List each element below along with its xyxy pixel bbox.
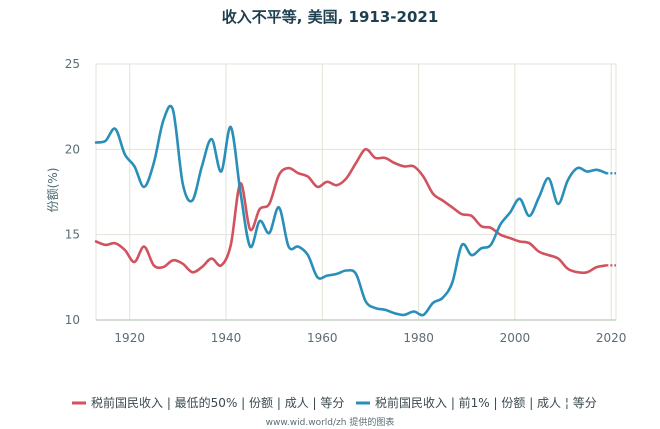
y-tick-label: 25 [65, 57, 80, 71]
x-tick-labels: 1920 1940 1960 1980 2000 2020 [114, 331, 626, 345]
legend-label: 税前国民收入 | 最低的50% | 份额 | 成人 | 等分 [91, 395, 344, 410]
y-tick-label: 15 [65, 228, 80, 242]
legend-label: 税前国民收入 | 前1% | 份额 | 成人 ¦ 等分 [375, 395, 597, 410]
y-tick-label: 20 [65, 142, 80, 156]
legend-item-top1[interactable]: 税前国民收入 | 前1% | 份额 | 成人 ¦ 等分 [356, 395, 597, 410]
x-tick-label: 1980 [403, 331, 434, 345]
series-line-bottom50 [94, 148, 608, 275]
x-tick-label: 2000 [500, 331, 531, 345]
legend-item-bottom50[interactable]: 税前国民收入 | 最低的50% | 份额 | 成人 | 等分 [72, 395, 344, 410]
plot-frame [95, 63, 617, 321]
series-line-top1 [94, 104, 608, 317]
y-tick-label: 10 [65, 313, 80, 327]
series-lines [94, 104, 616, 317]
x-tick-label: 1940 [211, 331, 242, 345]
x-tick-label: 2020 [596, 331, 627, 345]
x-tick-label: 1920 [114, 331, 145, 345]
y-tick-labels: 10 15 20 25 [65, 57, 80, 327]
chart-title: 收入不平等, 美国, 1913-2021 [221, 8, 439, 26]
x-tick-label: 1960 [307, 331, 338, 345]
credit-text: www.wid.world/zh 提供的图表 [266, 416, 395, 428]
y-axis-label: 份额(%) [46, 168, 60, 213]
legend: 税前国民收入 | 最低的50% | 份额 | 成人 | 等分 税前国民收入 | 前… [72, 395, 597, 410]
grid [95, 63, 617, 321]
